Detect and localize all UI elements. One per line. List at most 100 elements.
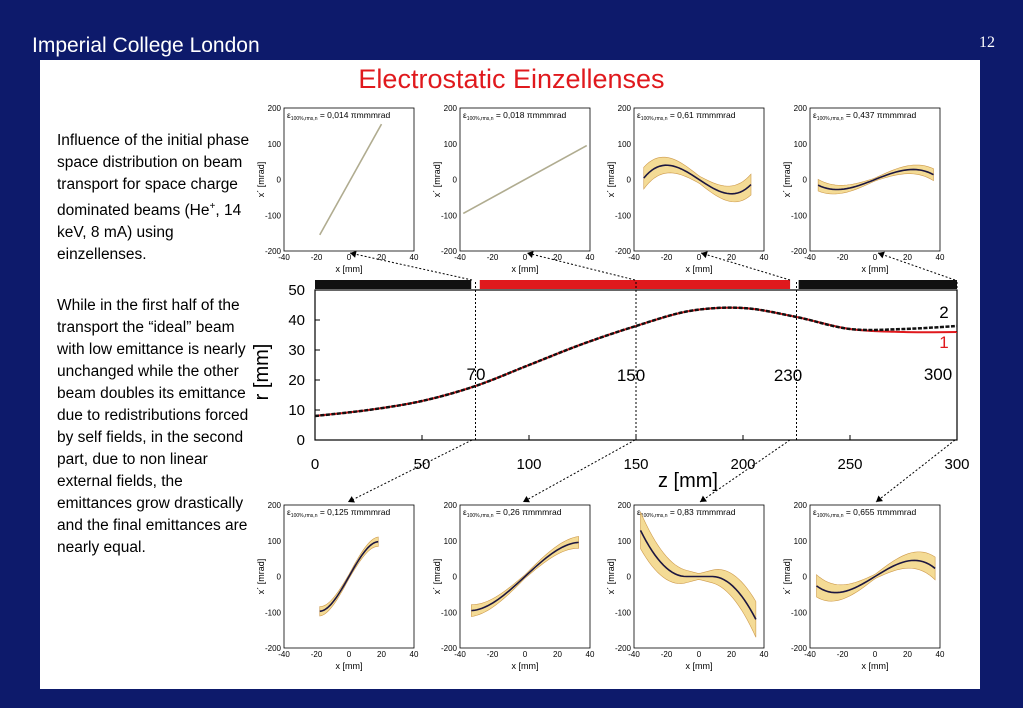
y-tick-label: 20 [288,372,305,389]
emittance-label: ε100%,rms,n = 0,437 πmmmrad [813,110,916,122]
phase-distribution-core [816,559,936,594]
phase-x-tick: 20 [553,253,562,262]
series-label-1: 1 [939,333,948,352]
phase-x-tick: -20 [837,650,849,659]
marker-label: 230 [774,366,802,385]
emittance-label: ε100%,rms,n = 0,655 πmmmrad [813,507,916,519]
phase-y-tick: -200 [441,247,458,256]
phase-y-tick: 0 [803,176,808,185]
phase-y-tick: -200 [265,644,282,653]
phase-y-tick: 0 [627,176,632,185]
y-tick-label: 30 [288,342,305,359]
phase-x-label: x [mm] [336,661,363,671]
phase-y-tick: 200 [794,501,808,510]
phase-y-tick: 0 [277,176,282,185]
phase-x-label: x [mm] [862,661,889,671]
phase-y-tick: 0 [277,573,282,582]
phase-x-tick: -40 [628,253,640,262]
phase-y-tick: -100 [265,608,282,617]
phase-x-tick: 20 [377,650,386,659]
plot-frame [314,289,958,441]
phase-y-tick: 100 [268,140,282,149]
emittance-label: ε100%,rms,n = 0,83 πmmmrad [637,507,736,519]
phase-x-tick: 0 [873,253,878,262]
phase-x-tick: -40 [278,650,290,659]
phase-x-tick: 40 [410,650,419,659]
connector-arrowhead [701,251,708,259]
phase-y-tick: 100 [794,537,808,546]
phase-x-tick: 0 [697,650,702,659]
phase-y-tick: -200 [441,644,458,653]
emittance-label: ε100%,rms,n = 0,26 πmmmrad [463,507,562,519]
x-tick-label: 300 [944,456,969,473]
phase-x-tick: 20 [903,253,912,262]
phase-x-tick: -20 [311,650,323,659]
phase-distribution-core [817,168,934,191]
lens-segment [798,280,957,289]
phase-y-tick: -200 [265,247,282,256]
y-axis-label: r [mm] [251,344,273,401]
phase-y-tick: -100 [615,211,632,220]
phase-x-tick: -20 [487,650,499,659]
phase-y-tick: 100 [618,537,632,546]
phase-y-label: x´ [mrad] [432,559,442,595]
phase-y-tick: 100 [794,140,808,149]
phase-y-tick: 100 [268,537,282,546]
phase-y-tick: 100 [618,140,632,149]
phase-plot-frame [283,107,415,252]
phase-y-tick: 200 [794,104,808,113]
phase-y-tick: 200 [268,501,282,510]
phase-distribution-halo [640,511,757,638]
phase-y-tick: -200 [615,247,632,256]
slide-title: Electrostatic Einzellenses [358,64,665,94]
phase-y-tick: -100 [441,211,458,220]
connector-line [349,252,473,281]
marker-label: 300 [924,365,952,384]
phase-x-tick: 20 [553,650,562,659]
phase-x-tick: -20 [311,253,323,262]
phase-x-tick: -40 [454,650,466,659]
phase-distribution-core [471,541,579,612]
emittance-label: ε100%,rms,n = 0,014 πmmmrad [287,110,390,122]
phase-y-tick: 100 [444,140,458,149]
phase-x-tick: -40 [804,253,816,262]
page-number: 12 [979,34,995,51]
x-tick-label: 0 [311,456,319,473]
phase-y-tick: 0 [453,176,458,185]
phase-x-label: x [mm] [512,661,539,671]
phase-x-label: x [mm] [862,264,889,274]
phase-x-tick: 0 [697,253,702,262]
phase-x-tick: 40 [410,253,419,262]
institution-name: Imperial College London [32,34,260,57]
lens-segment [479,280,791,289]
para1-post: , 14 keV, 8 mA) using einzellenses. [57,202,242,264]
phase-x-tick: -40 [454,253,466,262]
marker-label: 70 [467,365,486,384]
phase-y-tick: 200 [444,501,458,510]
para2: While in the first half of the transport… [57,297,249,556]
phase-x-tick: 40 [760,253,769,262]
phase-y-tick: -200 [791,644,808,653]
phase-x-tick: 0 [347,650,352,659]
y-tick-label: 10 [288,402,305,419]
phase-distribution [319,123,383,236]
connector-line [347,439,473,503]
connector-arrowhead [348,496,355,503]
phase-y-tick: -100 [441,608,458,617]
phase-y-tick: 200 [444,104,458,113]
phase-x-label: x [mm] [686,661,713,671]
phase-y-label: x´ [mrad] [782,559,792,595]
phase-y-label: x´ [mrad] [606,559,616,595]
x-axis-label: z [mm] [658,470,718,492]
phase-y-tick: 200 [268,104,282,113]
phase-distribution-core [319,540,379,613]
phase-x-tick: 0 [873,650,878,659]
phase-y-tick: -200 [791,247,808,256]
connector-line [526,252,636,281]
emittance-label: ε100%,rms,n = 0,125 πmmmrad [287,507,390,519]
phase-x-tick: 40 [586,253,595,262]
